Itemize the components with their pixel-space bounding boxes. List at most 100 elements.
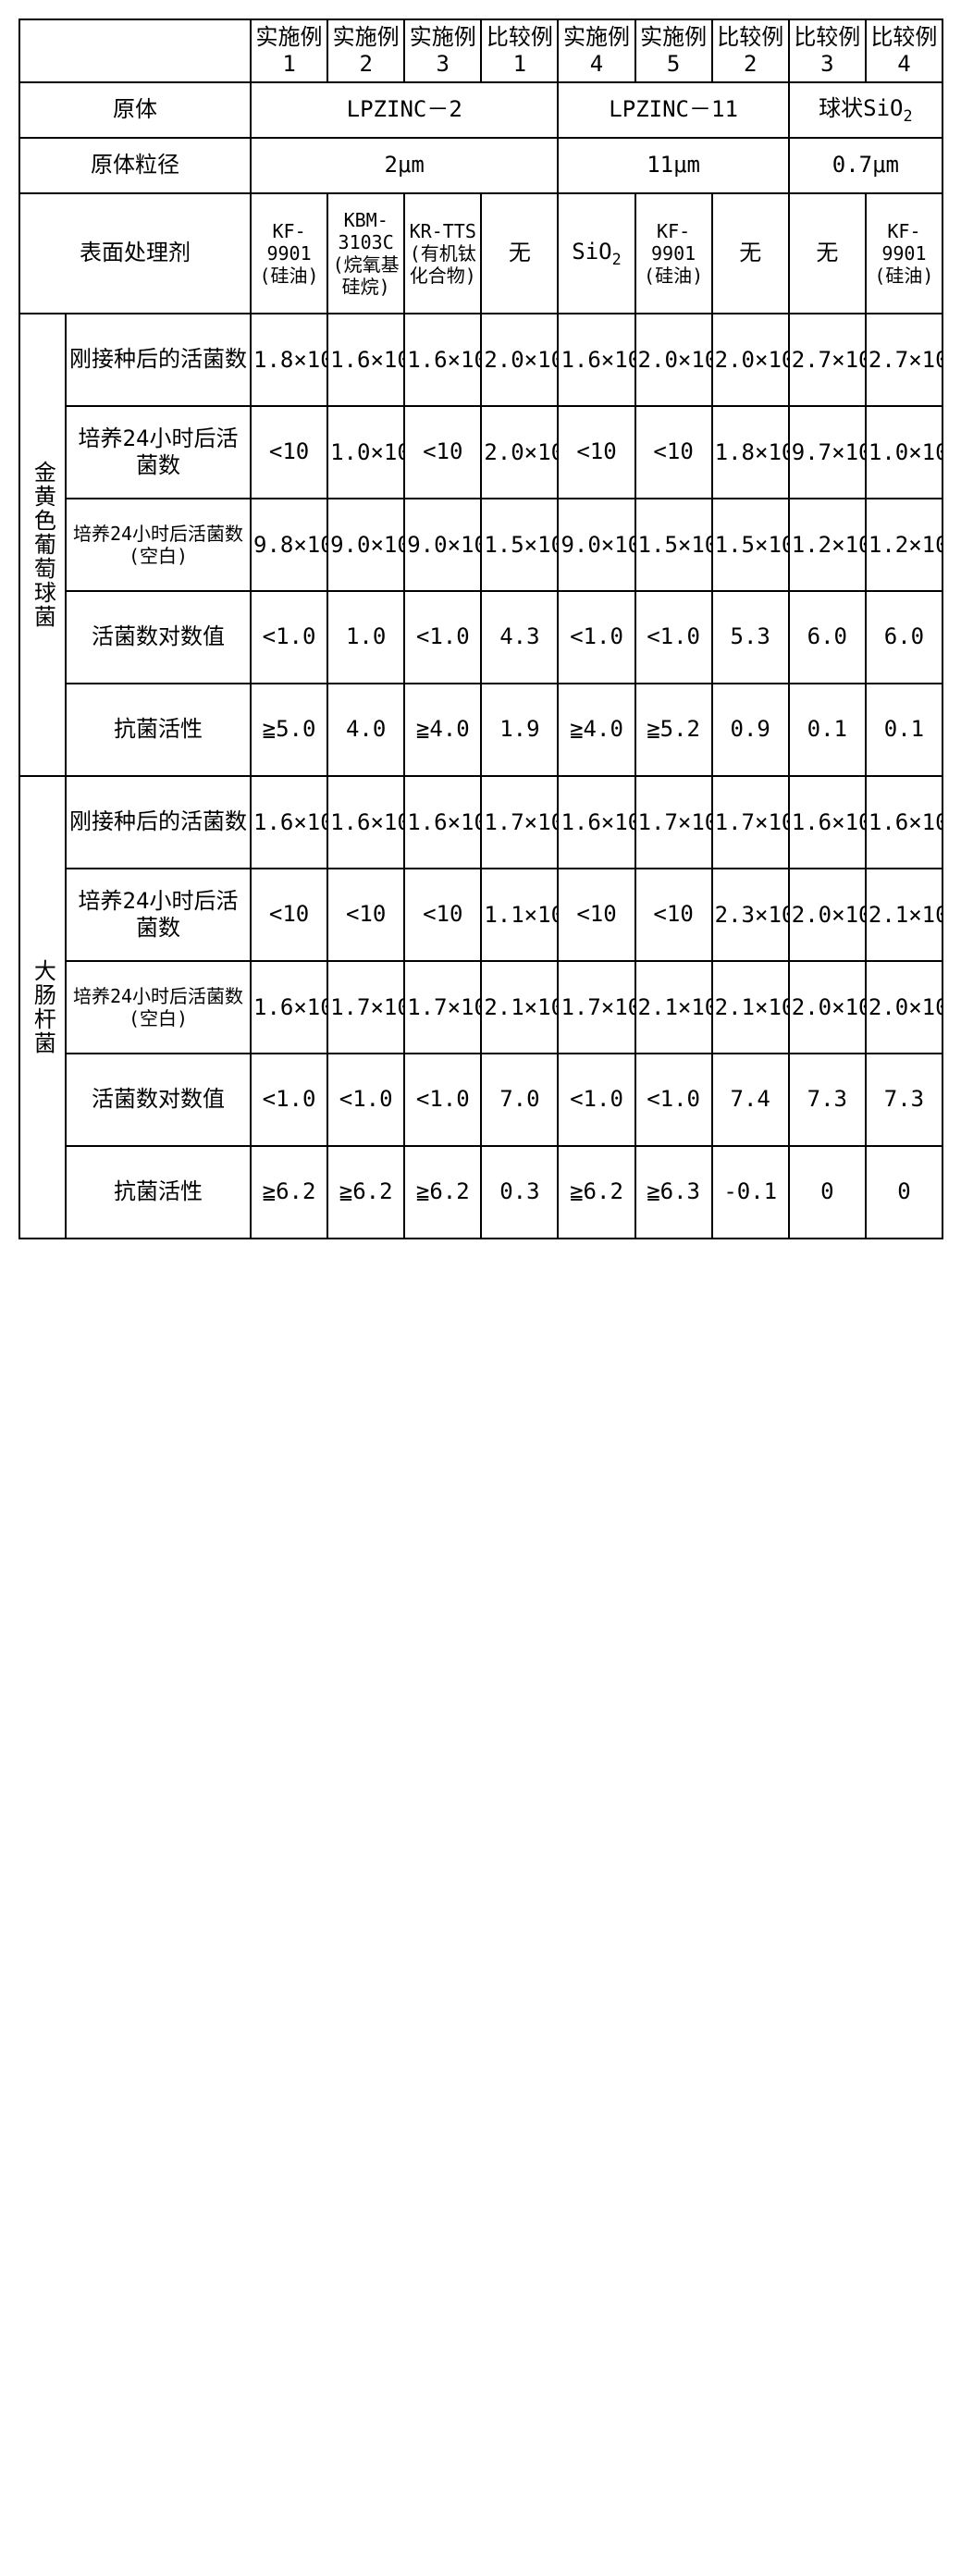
sa-3-3: 9.0×104 xyxy=(404,499,481,591)
ec-1-8: 1.6×105 xyxy=(789,776,866,869)
ec-2-1: <10 xyxy=(251,869,327,961)
base-label: 原体 xyxy=(19,82,251,138)
ec-3-7: 2.1×107 xyxy=(712,961,789,1054)
ec-1-7: 1.7×105 xyxy=(712,776,789,869)
sa-1-3: 1.6×105 xyxy=(404,314,481,406)
ec-2-9: 2.1×107 xyxy=(866,869,943,961)
sa-4-9: 6.0 xyxy=(866,591,943,684)
sa-5-3: ≧4.0 xyxy=(404,684,481,776)
ec-4-6: <1.0 xyxy=(635,1054,712,1146)
sa-1-7: 2.0×105 xyxy=(712,314,789,406)
diam-1: 2μm xyxy=(251,138,558,193)
ec-4-5: <1.0 xyxy=(558,1054,635,1146)
sa-2-7: 1.8×105 xyxy=(712,406,789,499)
ec-param-2: 培养24小时后活菌数 xyxy=(66,869,251,961)
sa-3-2: 9.0×104 xyxy=(327,499,404,591)
ec-4-7: 7.4 xyxy=(712,1054,789,1146)
ec-4-2: <1.0 xyxy=(327,1054,404,1146)
ec-5-3: ≧6.2 xyxy=(404,1146,481,1239)
sa-3-6: 1.5×106 xyxy=(635,499,712,591)
ec-3-6: 2.1×107 xyxy=(635,961,712,1054)
ec-4-9: 7.3 xyxy=(866,1054,943,1146)
sa-4-5: <1.0 xyxy=(558,591,635,684)
ec-3-1: 1.6×107 xyxy=(251,961,327,1054)
ec-4-3: <1.0 xyxy=(404,1054,481,1146)
ec-5-4: 0.3 xyxy=(481,1146,558,1239)
sa-param-4: 活菌数对数值 xyxy=(66,591,251,684)
ec-2-6: <10 xyxy=(635,869,712,961)
diam-label: 原体粒径 xyxy=(19,138,251,193)
ec-2-8: 2.0×107 xyxy=(789,869,866,961)
treat-3: KR-TTS(有机钛化合物) xyxy=(404,193,481,314)
col-h-2: 实施例2 xyxy=(327,19,404,82)
ec-2-5: <10 xyxy=(558,869,635,961)
sa-param-2: 培养24小时后活菌数 xyxy=(66,406,251,499)
sa-3-7: 1.5×105 xyxy=(712,499,789,591)
sa-5-4: 1.9 xyxy=(481,684,558,776)
ec-2-3: <10 xyxy=(404,869,481,961)
ec-label: 大肠杆菌 xyxy=(19,776,66,1239)
sa-1-2: 1.6×105 xyxy=(327,314,404,406)
sa-4-7: 5.3 xyxy=(712,591,789,684)
col-h-3: 实施例3 xyxy=(404,19,481,82)
sa-5-1: ≧5.0 xyxy=(251,684,327,776)
base-g2: LPZINC－11 xyxy=(558,82,788,138)
base-g1: LPZINC－2 xyxy=(251,82,558,138)
col-h-1: 实施例1 xyxy=(251,19,327,82)
sa-1-1: 1.8×105 xyxy=(251,314,327,406)
treat-2: KBM-3103C(烷氧基硅烷) xyxy=(327,193,404,314)
ec-1-1: 1.6×105 xyxy=(251,776,327,869)
treat-4: 无 xyxy=(481,193,558,314)
ec-param-4: 活菌数对数值 xyxy=(66,1054,251,1146)
ec-5-2: ≧6.2 xyxy=(327,1146,404,1239)
ec-5-1: ≧6.2 xyxy=(251,1146,327,1239)
sa-1-5: 1.6×105 xyxy=(558,314,635,406)
treat-5: SiO2 xyxy=(558,193,635,314)
diam-3: 0.7μm xyxy=(789,138,943,193)
sa-2-4: 2.0×104 xyxy=(481,406,558,499)
sa-1-4: 2.0×105 xyxy=(481,314,558,406)
sa-1-9: 2.7×105 xyxy=(866,314,943,406)
sa-5-5: ≧4.0 xyxy=(558,684,635,776)
sa-2-2: 1.0×101 xyxy=(327,406,404,499)
sa-2-9: 1.0×106 xyxy=(866,406,943,499)
col-h-8: 比较例3 xyxy=(789,19,866,82)
sa-5-9: 0.1 xyxy=(866,684,943,776)
ec-1-3: 1.6×105 xyxy=(404,776,481,869)
sa-1-6: 2.0×105 xyxy=(635,314,712,406)
sa-2-8: 9.7×105 xyxy=(789,406,866,499)
diam-2: 11μm xyxy=(558,138,788,193)
sa-param-5: 抗菌活性 xyxy=(66,684,251,776)
ec-1-9: 1.6×105 xyxy=(866,776,943,869)
treat-7: 无 xyxy=(712,193,789,314)
ec-5-9: 0 xyxy=(866,1146,943,1239)
sa-5-2: 4.0 xyxy=(327,684,404,776)
sa-2-5: <10 xyxy=(558,406,635,499)
sa-2-6: <10 xyxy=(635,406,712,499)
treat-1: KF-9901(硅油) xyxy=(251,193,327,314)
treat-9: KF-9901(硅油) xyxy=(866,193,943,314)
sa-4-8: 6.0 xyxy=(789,591,866,684)
ec-3-9: 2.0×107 xyxy=(866,961,943,1054)
sa-3-4: 1.5×106 xyxy=(481,499,558,591)
ec-1-2: 1.6×105 xyxy=(327,776,404,869)
ec-3-8: 2.0×107 xyxy=(789,961,866,1054)
sa-param-3: 培养24小时后活菌数(空白) xyxy=(66,499,251,591)
ec-3-4: 2.1×107 xyxy=(481,961,558,1054)
sa-param-1: 刚接种后的活菌数 xyxy=(66,314,251,406)
antibacterial-table: 实施例1 实施例2 实施例3 比较例1 实施例4 实施例5 比较例2 比较例3 … xyxy=(18,18,943,1239)
ec-param-1: 刚接种后的活菌数 xyxy=(66,776,251,869)
ec-2-4: 1.1×107 xyxy=(481,869,558,961)
treat-label: 表面处理剂 xyxy=(19,193,251,314)
sa-3-5: 9.0×104 xyxy=(558,499,635,591)
col-h-7: 比较例2 xyxy=(712,19,789,82)
col-h-9: 比较例4 xyxy=(866,19,943,82)
ec-param-3: 培养24小时后活菌数(空白) xyxy=(66,961,251,1054)
ec-5-8: 0 xyxy=(789,1146,866,1239)
col-h-5: 实施例4 xyxy=(558,19,635,82)
ec-5-7: -0.1 xyxy=(712,1146,789,1239)
sa-label: 金黄色葡萄球菌 xyxy=(19,314,66,776)
sa-3-8: 1.2×106 xyxy=(789,499,866,591)
ec-3-5: 1.7×107 xyxy=(558,961,635,1054)
ec-1-4: 1.7×105 xyxy=(481,776,558,869)
